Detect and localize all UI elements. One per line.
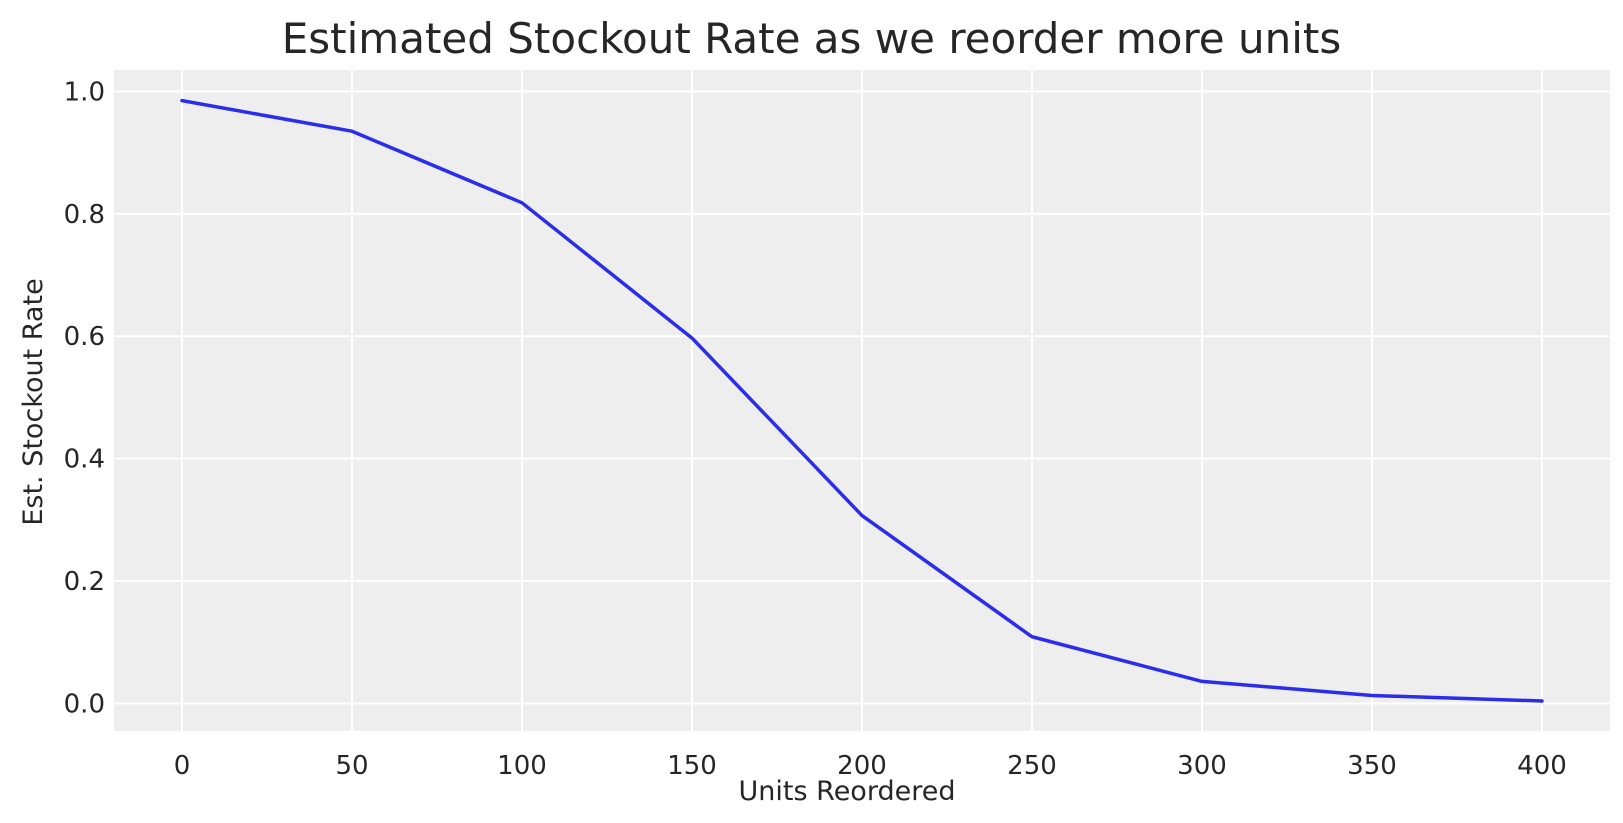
- x-tick-label: 0: [174, 751, 191, 781]
- y-tick-label: 0.2: [64, 567, 105, 597]
- series-layer: [180, 98, 1544, 703]
- y-tick-label: 0.6: [64, 322, 105, 352]
- x-tick-label: 400: [1517, 751, 1567, 781]
- y-tick-label: 1.0: [64, 77, 105, 107]
- y-tick-label: 0.0: [64, 689, 105, 719]
- x-tick-label: 200: [837, 751, 887, 781]
- x-tick-label: 150: [667, 751, 717, 781]
- x-tick-label: 50: [335, 751, 368, 781]
- y-grid-lines: [114, 90, 1610, 705]
- y-tick-labels: 0.0 0.2 0.4 0.6 0.8 1.0: [64, 77, 105, 719]
- x-tick-labels: 0 50 100 150 200 250 300 350 400: [174, 751, 1567, 781]
- series-line: [180, 98, 1544, 703]
- x-tick-label: 100: [497, 751, 547, 781]
- x-tick-label: 300: [1177, 751, 1227, 781]
- x-tick-label: 250: [1007, 751, 1057, 781]
- x-tick-label: 350: [1347, 751, 1397, 781]
- x-axis-label: Units Reordered: [739, 776, 956, 807]
- y-tick-label: 0.4: [64, 445, 105, 475]
- x-grid-lines: [181, 70, 1543, 731]
- y-axis-label: Est. Stockout Rate: [18, 278, 49, 525]
- chart-title: Estimated Stockout Rate as we reorder mo…: [282, 14, 1342, 63]
- y-tick-label: 0.8: [64, 200, 105, 230]
